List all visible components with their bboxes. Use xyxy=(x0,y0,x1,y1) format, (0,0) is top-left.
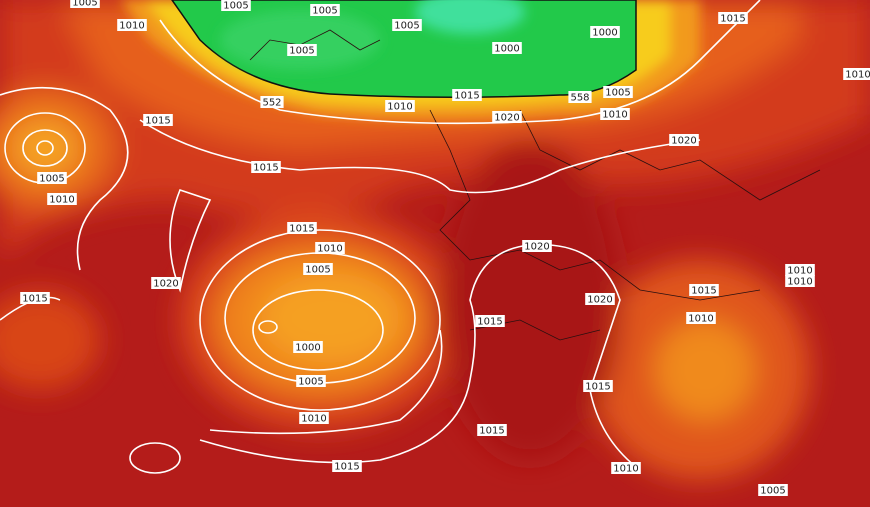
label-box xyxy=(117,19,147,31)
isobar-label: 1020 xyxy=(153,279,178,290)
isobar-label: 1020 xyxy=(494,113,519,124)
label-box xyxy=(299,412,329,424)
label-box xyxy=(47,193,77,205)
label-box xyxy=(37,172,67,184)
label-box xyxy=(20,292,50,304)
label-box xyxy=(310,4,340,16)
isobar-label: 1015 xyxy=(253,163,278,174)
label-box xyxy=(492,42,522,54)
isobar-label: 1015 xyxy=(145,116,170,127)
isobar-label: 1010 xyxy=(602,110,627,121)
isobar-labels: 1005 1005 1005 1010 1005 1000 1015 1005 1000 552 1… xyxy=(20,0,870,497)
isobar-label: 1010 xyxy=(688,314,713,325)
label-box xyxy=(392,19,422,31)
isobar-label: 1005 xyxy=(289,46,314,57)
label-box xyxy=(143,114,173,126)
label-box xyxy=(568,91,592,103)
label-box xyxy=(785,275,815,287)
label-box xyxy=(385,100,415,112)
label-box xyxy=(785,264,815,276)
label-box xyxy=(260,96,284,108)
isobar-label: 1005 xyxy=(72,0,97,9)
isobar-label: 1005 xyxy=(394,21,419,32)
isobar-label: 1005 xyxy=(39,174,64,185)
label-box xyxy=(477,424,507,436)
label-box xyxy=(843,68,870,80)
isobar-label: 1015 xyxy=(22,294,47,305)
label-box xyxy=(251,161,281,173)
isobar-label: 1010 xyxy=(787,266,812,277)
isobar-label: 1005 xyxy=(223,1,248,12)
isobar-label: 1015 xyxy=(479,426,504,437)
label-box xyxy=(287,44,317,56)
label-box xyxy=(452,89,482,101)
label-box xyxy=(600,108,630,120)
isobar-label: 1005 xyxy=(760,486,785,497)
label-box xyxy=(590,26,620,38)
isobar-label: 1005 xyxy=(312,6,337,17)
label-box xyxy=(522,240,552,252)
label-box xyxy=(585,293,615,305)
label-box xyxy=(686,312,716,324)
label-box xyxy=(669,134,699,146)
isobar-label: 1010 xyxy=(49,195,74,206)
isobar-label: 1015 xyxy=(289,224,314,235)
isobar-label: 552 xyxy=(262,98,281,109)
isobar-label: 1010 xyxy=(845,70,870,81)
isobar-label: 1015 xyxy=(334,462,359,473)
isobar-label: 1015 xyxy=(477,317,502,328)
isobar-label: 1015 xyxy=(691,286,716,297)
label-box xyxy=(70,0,100,8)
isobar-label: 1000 xyxy=(295,343,320,354)
label-box xyxy=(689,284,719,296)
label-box xyxy=(315,242,345,254)
label-box xyxy=(475,315,505,327)
isobar-label: 1010 xyxy=(787,277,812,288)
isobars xyxy=(0,0,761,474)
isobar-label: 1015 xyxy=(720,14,745,25)
isobar-label: 1010 xyxy=(301,414,326,425)
isobar-label: 1005 xyxy=(305,265,330,276)
isobar-label: 1000 xyxy=(494,44,519,55)
label-box xyxy=(718,12,748,24)
isobar-label: 1010 xyxy=(387,102,412,113)
label-box xyxy=(583,380,613,392)
isobar-label: 1005 xyxy=(298,377,323,388)
isobar-label: 1010 xyxy=(317,244,342,255)
label-box xyxy=(492,111,522,123)
label-box xyxy=(151,277,181,289)
label-box xyxy=(303,263,333,275)
isobar-label: 1015 xyxy=(585,382,610,393)
isobar-label: 1010 xyxy=(119,21,144,32)
isobar-label: 1005 xyxy=(605,88,630,99)
label-box xyxy=(332,460,362,472)
label-box xyxy=(287,222,317,234)
isobar-label: 1020 xyxy=(524,242,549,253)
label-box xyxy=(296,375,326,387)
label-box xyxy=(758,484,788,496)
isobar-label: 1000 xyxy=(592,28,617,39)
isobar-label: 1015 xyxy=(454,91,479,102)
isobar-label: 1020 xyxy=(671,136,696,147)
coastlines xyxy=(249,29,821,341)
isobar-label: 1020 xyxy=(587,295,612,306)
label-box xyxy=(221,0,251,11)
label-box xyxy=(603,86,633,98)
isobar-label: 558 xyxy=(570,93,589,104)
label-box xyxy=(293,341,323,353)
label-box xyxy=(611,462,641,474)
isobar-label: 1010 xyxy=(613,464,638,475)
